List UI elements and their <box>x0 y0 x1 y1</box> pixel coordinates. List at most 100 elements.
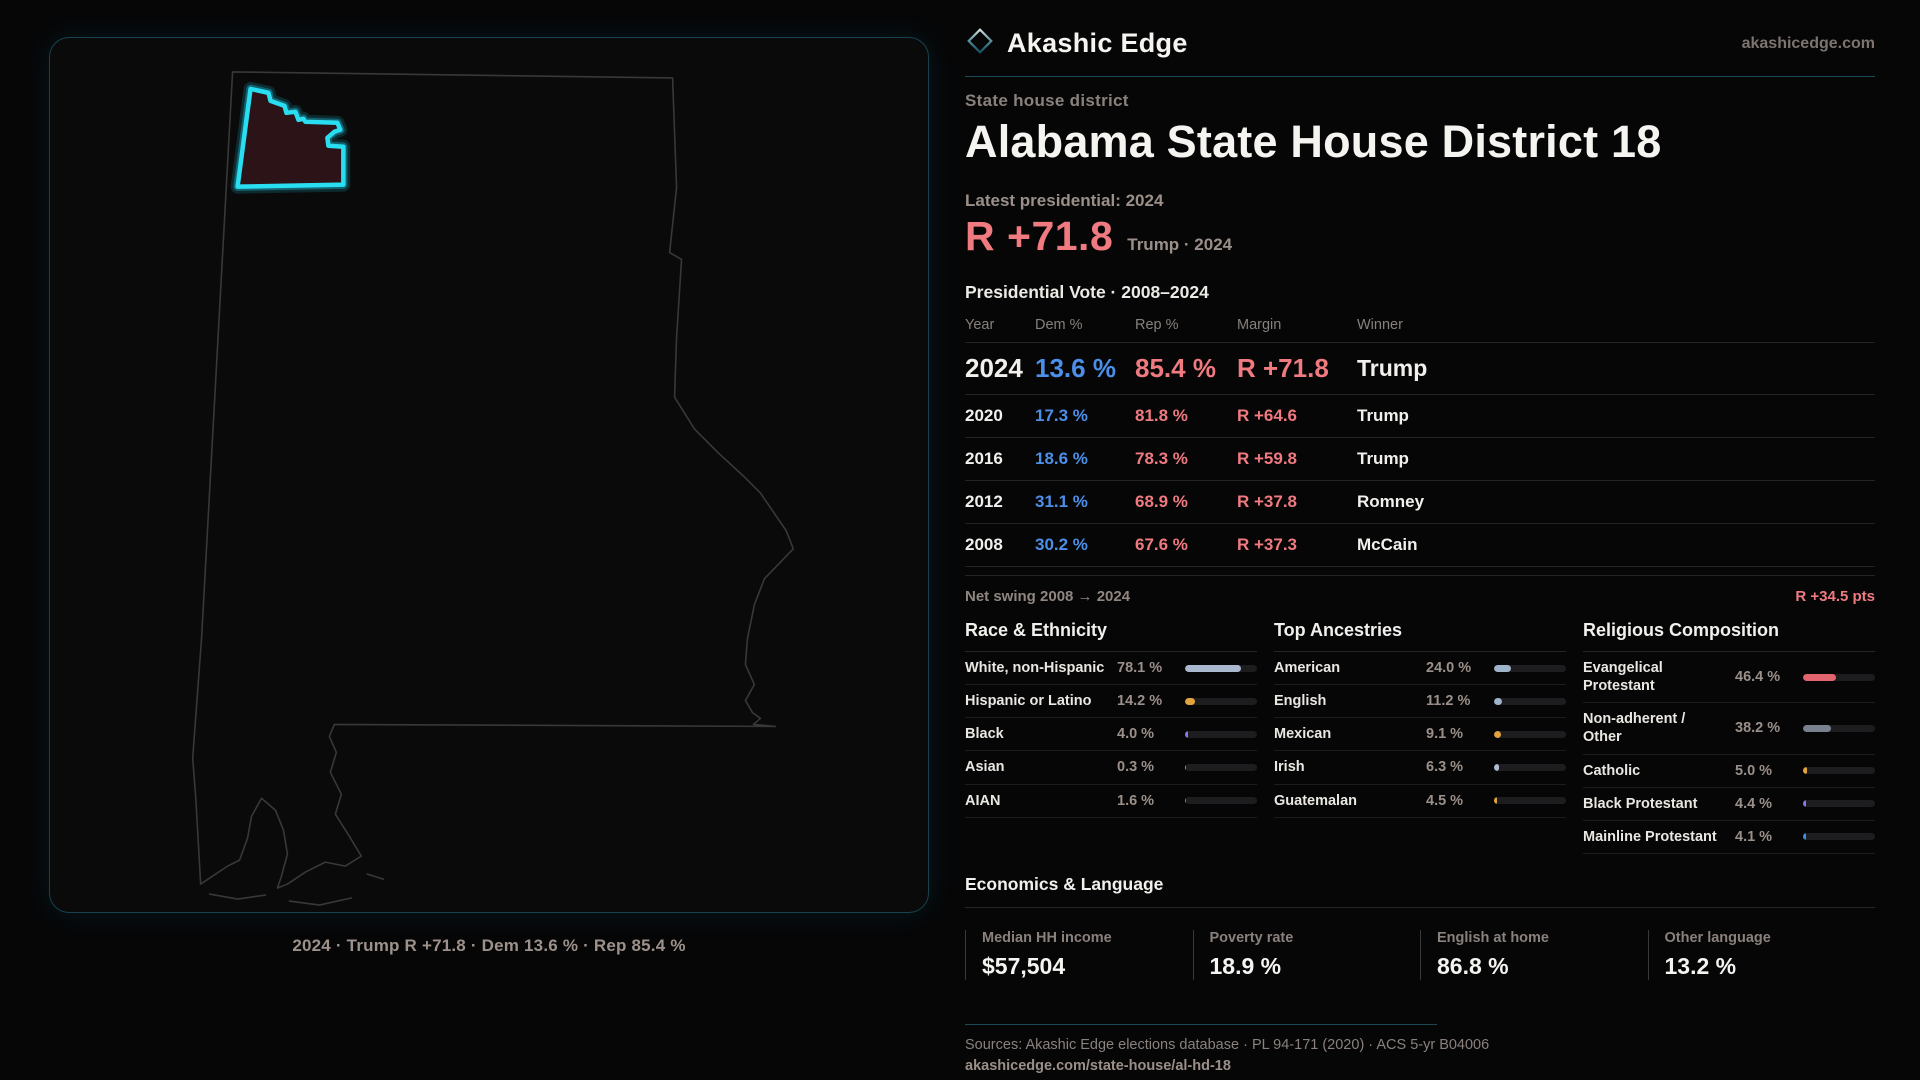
demo-value: 4.4 % <box>1735 795 1773 812</box>
vote-row-2016: 2016 18.6 % 78.3 % R +59.8 Trump <box>965 438 1875 481</box>
demo-bar-track <box>1803 673 1875 681</box>
coast-islands <box>208 873 385 906</box>
sources-divider <box>965 1023 1437 1025</box>
demo-value: 4.5 % <box>1426 792 1464 809</box>
sources-block: Sources: Akashic Edge elections database… <box>965 1023 1875 1074</box>
map-caption: 2024 · Trump R +71.8 · Dem 13.6 % · Rep … <box>292 936 686 955</box>
demo-column-title: Religious Composition <box>1583 620 1875 652</box>
col-dem: Dem % <box>1035 317 1083 333</box>
demo-bar-fill <box>1185 697 1196 705</box>
demo-value: 5.0 % <box>1735 762 1773 779</box>
demo-row: Guatemalan 4.5 % <box>1274 785 1566 818</box>
demo-value: 0.3 % <box>1117 759 1155 776</box>
vote-row-2008: 2008 30.2 % 67.6 % R +37.3 McCain <box>965 524 1875 567</box>
demo-bar-fill <box>1494 763 1499 771</box>
demo-value: 11.2 % <box>1426 693 1471 710</box>
demo-bar-track <box>1185 697 1257 705</box>
demo-bar-fill <box>1185 664 1242 672</box>
site-link[interactable]: akashicedge.com <box>1741 34 1875 52</box>
stat-label: English at home <box>1437 929 1549 946</box>
demo-bar-track <box>1185 664 1257 672</box>
demo-bar-track <box>1185 797 1257 805</box>
demo-label: Asian <box>965 759 1005 776</box>
demo-label: Catholic <box>1583 762 1641 779</box>
sources-url[interactable]: akashicedge.com/state-house/al-hd-18 <box>965 1057 1231 1074</box>
vote-rep: 85.4 % <box>1135 353 1216 383</box>
demo-label: AIAN <box>965 792 1001 809</box>
demo-value: 24.0 % <box>1426 660 1472 677</box>
demo-label: White, non-Hispanic <box>965 660 1105 676</box>
demo-bar-fill <box>1494 697 1503 705</box>
header-divider <box>965 76 1875 77</box>
demo-row: American 24.0 % <box>1274 652 1566 686</box>
stat-label: Poverty rate <box>1209 929 1294 946</box>
demo-bar-track <box>1185 763 1257 771</box>
demo-bar-track <box>1494 664 1566 672</box>
alabama-map <box>191 71 795 906</box>
latest-margin-value: R +71.8 <box>965 213 1114 259</box>
demo-row: Irish 6.3 % <box>1274 751 1566 785</box>
vote-year: 2024 <box>965 353 1023 383</box>
demo-label: Irish <box>1274 759 1305 776</box>
demo-bar-fill <box>1803 673 1837 681</box>
vote-table-title: Presidential Vote · 2008–2024 <box>965 282 1209 302</box>
demo-column: Top Ancestries American 24.0 % English 11.2 … <box>1274 620 1566 854</box>
demo-label: Guatemalan <box>1274 792 1357 809</box>
demo-label: American <box>1274 660 1341 676</box>
stat-value: 13.2 % <box>1664 952 1737 979</box>
demo-label: Black Protestant <box>1583 795 1698 812</box>
vote-winner: Romney <box>1357 492 1425 511</box>
vote-row-2024: 2024 13.6 % 85.4 % R +71.8 Trump <box>965 343 1875 395</box>
kicker: State house district <box>965 91 1129 110</box>
demo-column-title: Race & Ethnicity <box>965 620 1257 652</box>
sources-text: Sources: Akashic Edge elections database… <box>965 1036 1490 1053</box>
vote-row-2020: 2020 17.3 % 81.8 % R +64.6 Trump <box>965 395 1875 438</box>
header-bar: Akashic Edge akashicedge.com <box>965 26 1875 61</box>
page-title: Alabama State House District 18 <box>965 116 1662 167</box>
district-shape[interactable] <box>235 86 346 189</box>
stat-label: Other language <box>1664 929 1771 946</box>
latest-margin-row: R +71.8 Trump · 2024 <box>965 213 1875 260</box>
demo-bar-fill <box>1803 724 1831 732</box>
vote-dem: 18.6 % <box>1035 449 1088 468</box>
demo-bar-track <box>1494 763 1566 771</box>
demo-bar-track <box>1494 697 1566 705</box>
demo-row: Mexican 9.1 % <box>1274 718 1566 752</box>
vote-year: 2008 <box>965 535 1003 554</box>
vote-dem: 17.3 % <box>1035 406 1088 425</box>
vote-rep: 78.3 % <box>1135 449 1188 468</box>
economics-stats: Median HH income $57,504 Poverty rate 18.9 … <box>965 929 1875 980</box>
vote-dem: 31.1 % <box>1035 492 1088 511</box>
demo-row: Evangelical Protestant 46.4 % <box>1583 652 1875 704</box>
vote-table-header: Year Dem % Rep % Margin Winner <box>965 312 1875 343</box>
demo-row: White, non-Hispanic 78.1 % <box>965 652 1257 686</box>
demo-value: 4.0 % <box>1117 726 1155 743</box>
demo-bar-fill <box>1185 797 1187 805</box>
demo-label: Mainline Protestant <box>1583 828 1717 845</box>
demo-label: Hispanic or Latino <box>965 693 1092 710</box>
stat-label: Median HH income <box>982 929 1112 946</box>
demo-bar-fill <box>1494 730 1501 738</box>
vote-rep: 67.6 % <box>1135 535 1188 554</box>
content-panel: Akashic Edge akashicedge.com State house… <box>965 26 1875 1074</box>
vote-rep: 81.8 % <box>1135 406 1188 425</box>
vote-winner: Trump <box>1357 355 1428 381</box>
demo-bar-track <box>1803 767 1875 775</box>
vote-dem: 13.6 % <box>1035 353 1116 383</box>
col-margin: Margin <box>1237 317 1282 333</box>
demo-bar-track <box>1803 833 1875 841</box>
demo-value: 78.1 % <box>1117 660 1163 677</box>
map-panel <box>49 37 929 913</box>
demo-label: English <box>1274 693 1327 710</box>
demo-value: 14.2 % <box>1117 693 1163 710</box>
demo-bar-track <box>1803 724 1875 732</box>
vote-year: 2020 <box>965 406 1003 425</box>
latest-label: Latest presidential: 2024 <box>965 191 1164 210</box>
vote-winner: McCain <box>1357 535 1418 554</box>
demo-bar-track <box>1185 730 1257 738</box>
stat-card: Poverty rate 18.9 % <box>1192 929 1421 980</box>
stat-card: English at home 86.8 % <box>1420 929 1648 980</box>
demo-column-title: Top Ancestries <box>1274 620 1566 652</box>
demo-value: 1.6 % <box>1117 792 1155 809</box>
economics-title: Economics & Language <box>965 874 1875 908</box>
